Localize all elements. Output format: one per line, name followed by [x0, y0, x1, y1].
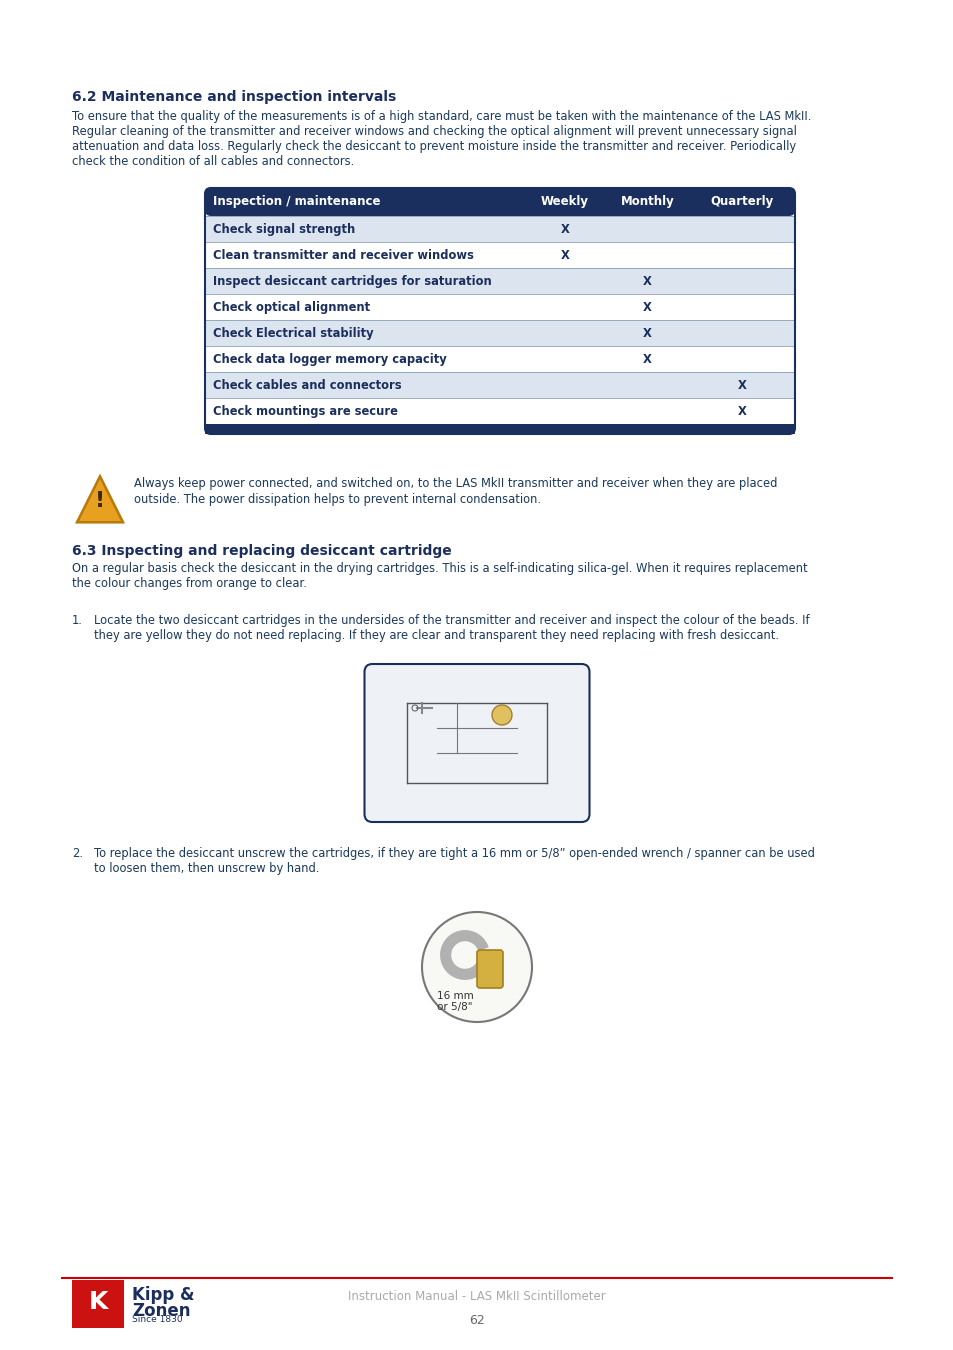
Text: X: X [642, 327, 651, 340]
Bar [205, 346, 794, 373]
Text: Zonen: Zonen [132, 1301, 191, 1320]
Text: 62: 62 [469, 1314, 484, 1327]
Text: Check Electrical stability: Check Electrical stability [213, 327, 374, 340]
Text: Kipp &: Kipp & [132, 1287, 194, 1304]
Text: Instruction Manual - LAS MkII Scintillometer: Instruction Manual - LAS MkII Scintillom… [348, 1289, 605, 1303]
Bar [205, 424, 794, 433]
Text: K: K [89, 1291, 108, 1314]
Text: Clean transmitter and receiver windows: Clean transmitter and receiver windows [213, 248, 474, 262]
FancyBboxPatch shape [205, 188, 794, 216]
Text: To ensure that the quality of the measurements is of a high standard, care must : To ensure that the quality of the measur… [71, 109, 810, 123]
Text: outside. The power dissipation helps to prevent internal condensation.: outside. The power dissipation helps to … [133, 493, 540, 506]
Text: 6.3 Inspecting and replacing desiccant cartridge: 6.3 Inspecting and replacing desiccant c… [71, 544, 452, 558]
Text: or 5/8": or 5/8" [436, 1002, 473, 1012]
Text: check the condition of all cables and connectors.: check the condition of all cables and co… [71, 155, 354, 167]
Polygon shape [77, 477, 123, 522]
Text: X: X [738, 379, 746, 391]
Bar [205, 294, 794, 320]
Text: 16 mm: 16 mm [436, 991, 473, 1000]
Text: Check signal strength: Check signal strength [213, 223, 355, 236]
Text: !: ! [95, 491, 105, 512]
Text: Regular cleaning of the transmitter and receiver windows and checking the optica: Regular cleaning of the transmitter and … [71, 126, 796, 138]
Text: Inspection / maintenance: Inspection / maintenance [213, 194, 380, 208]
Text: Monthly: Monthly [620, 194, 674, 208]
Text: Check mountings are secure: Check mountings are secure [213, 405, 397, 418]
Bar [205, 269, 794, 294]
Bar [205, 320, 794, 346]
Text: X: X [560, 248, 569, 262]
Bar [71, 1280, 124, 1328]
Text: Check data logger memory capacity: Check data logger memory capacity [213, 352, 446, 366]
Bar [205, 242, 794, 269]
Text: attenuation and data loss. Regularly check the desiccant to prevent moisture ins: attenuation and data loss. Regularly che… [71, 140, 796, 153]
Text: 1.: 1. [71, 614, 83, 626]
Text: they are yellow they do not need replacing. If they are clear and transparent th: they are yellow they do not need replaci… [94, 629, 779, 643]
Text: to loosen them, then unscrew by hand.: to loosen them, then unscrew by hand. [94, 863, 319, 875]
FancyBboxPatch shape [476, 950, 502, 988]
Text: On a regular basis check the desiccant in the drying cartridges. This is a self-: On a regular basis check the desiccant i… [71, 562, 807, 575]
Text: X: X [642, 275, 651, 288]
Circle shape [421, 913, 532, 1022]
Text: X: X [642, 352, 651, 366]
Bar [205, 373, 794, 398]
Text: X: X [560, 223, 569, 236]
Bar [205, 216, 794, 242]
Text: To replace the desiccant unscrew the cartridges, if they are tight a 16 mm or 5/: To replace the desiccant unscrew the car… [94, 846, 814, 860]
Circle shape [492, 705, 512, 725]
Text: Check optical alignment: Check optical alignment [213, 301, 370, 315]
Text: Inspect desiccant cartridges for saturation: Inspect desiccant cartridges for saturat… [213, 275, 491, 288]
Text: Locate the two desiccant cartridges in the undersides of the transmitter and rec: Locate the two desiccant cartridges in t… [94, 614, 809, 626]
Text: 6.2 Maintenance and inspection intervals: 6.2 Maintenance and inspection intervals [71, 90, 395, 104]
Text: Always keep power connected, and switched on, to the LAS MkII transmitter and re: Always keep power connected, and switche… [133, 477, 777, 490]
Text: Quarterly: Quarterly [710, 194, 773, 208]
Text: X: X [642, 301, 651, 315]
Text: the colour changes from orange to clear.: the colour changes from orange to clear. [71, 576, 307, 590]
FancyBboxPatch shape [364, 664, 589, 822]
Text: Check cables and connectors: Check cables and connectors [213, 379, 401, 391]
Text: 2.: 2. [71, 846, 83, 860]
Text: X: X [738, 405, 746, 418]
Text: Weekly: Weekly [540, 194, 588, 208]
Text: Since 1830: Since 1830 [132, 1315, 182, 1324]
Bar [205, 398, 794, 424]
